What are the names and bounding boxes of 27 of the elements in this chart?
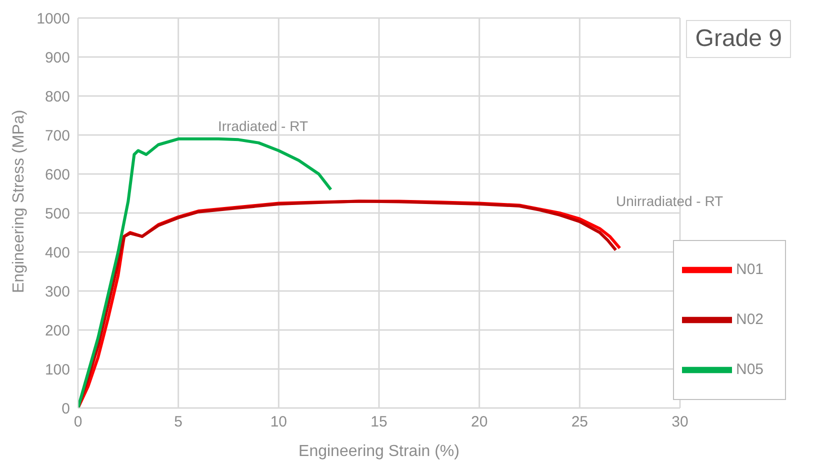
y-tick-label: 800 — [44, 88, 70, 106]
legend-label: N01 — [736, 260, 764, 278]
y-tick-label: 900 — [44, 49, 70, 66]
legend-label: N05 — [736, 360, 764, 378]
y-tick-label: 600 — [44, 166, 70, 184]
x-tick-label: 5 — [174, 414, 183, 431]
x-tick-label: 25 — [571, 414, 588, 431]
x-tick-label: 30 — [672, 414, 688, 431]
x-tick-label: 20 — [470, 414, 488, 431]
y-tick-label: 1000 — [36, 10, 70, 28]
y-tick-label: 0 — [62, 400, 70, 418]
y-tick-label: 500 — [44, 205, 70, 222]
y-tick-label: 400 — [44, 244, 70, 262]
x-tick-label: 0 — [74, 414, 82, 431]
x-axis-title: Engineering Strain (%) — [298, 443, 460, 460]
annotation: Irradiated - RT — [218, 118, 308, 134]
y-tick-label: 300 — [44, 283, 70, 300]
y-tick-label: 700 — [44, 127, 70, 144]
line-series — [78, 137, 332, 408]
y-tick-label: 100 — [44, 361, 70, 378]
x-tick-label: 10 — [270, 414, 288, 431]
annotation: Unirradiated - RT — [616, 193, 724, 209]
x-tick-label: 15 — [370, 414, 388, 431]
y-axis-title: Engineering Stress (MPa) — [10, 110, 28, 293]
text: Grade 9 — [686, 20, 791, 58]
y-tick-label: 200 — [44, 322, 70, 340]
legend-label: N02 — [736, 310, 764, 328]
